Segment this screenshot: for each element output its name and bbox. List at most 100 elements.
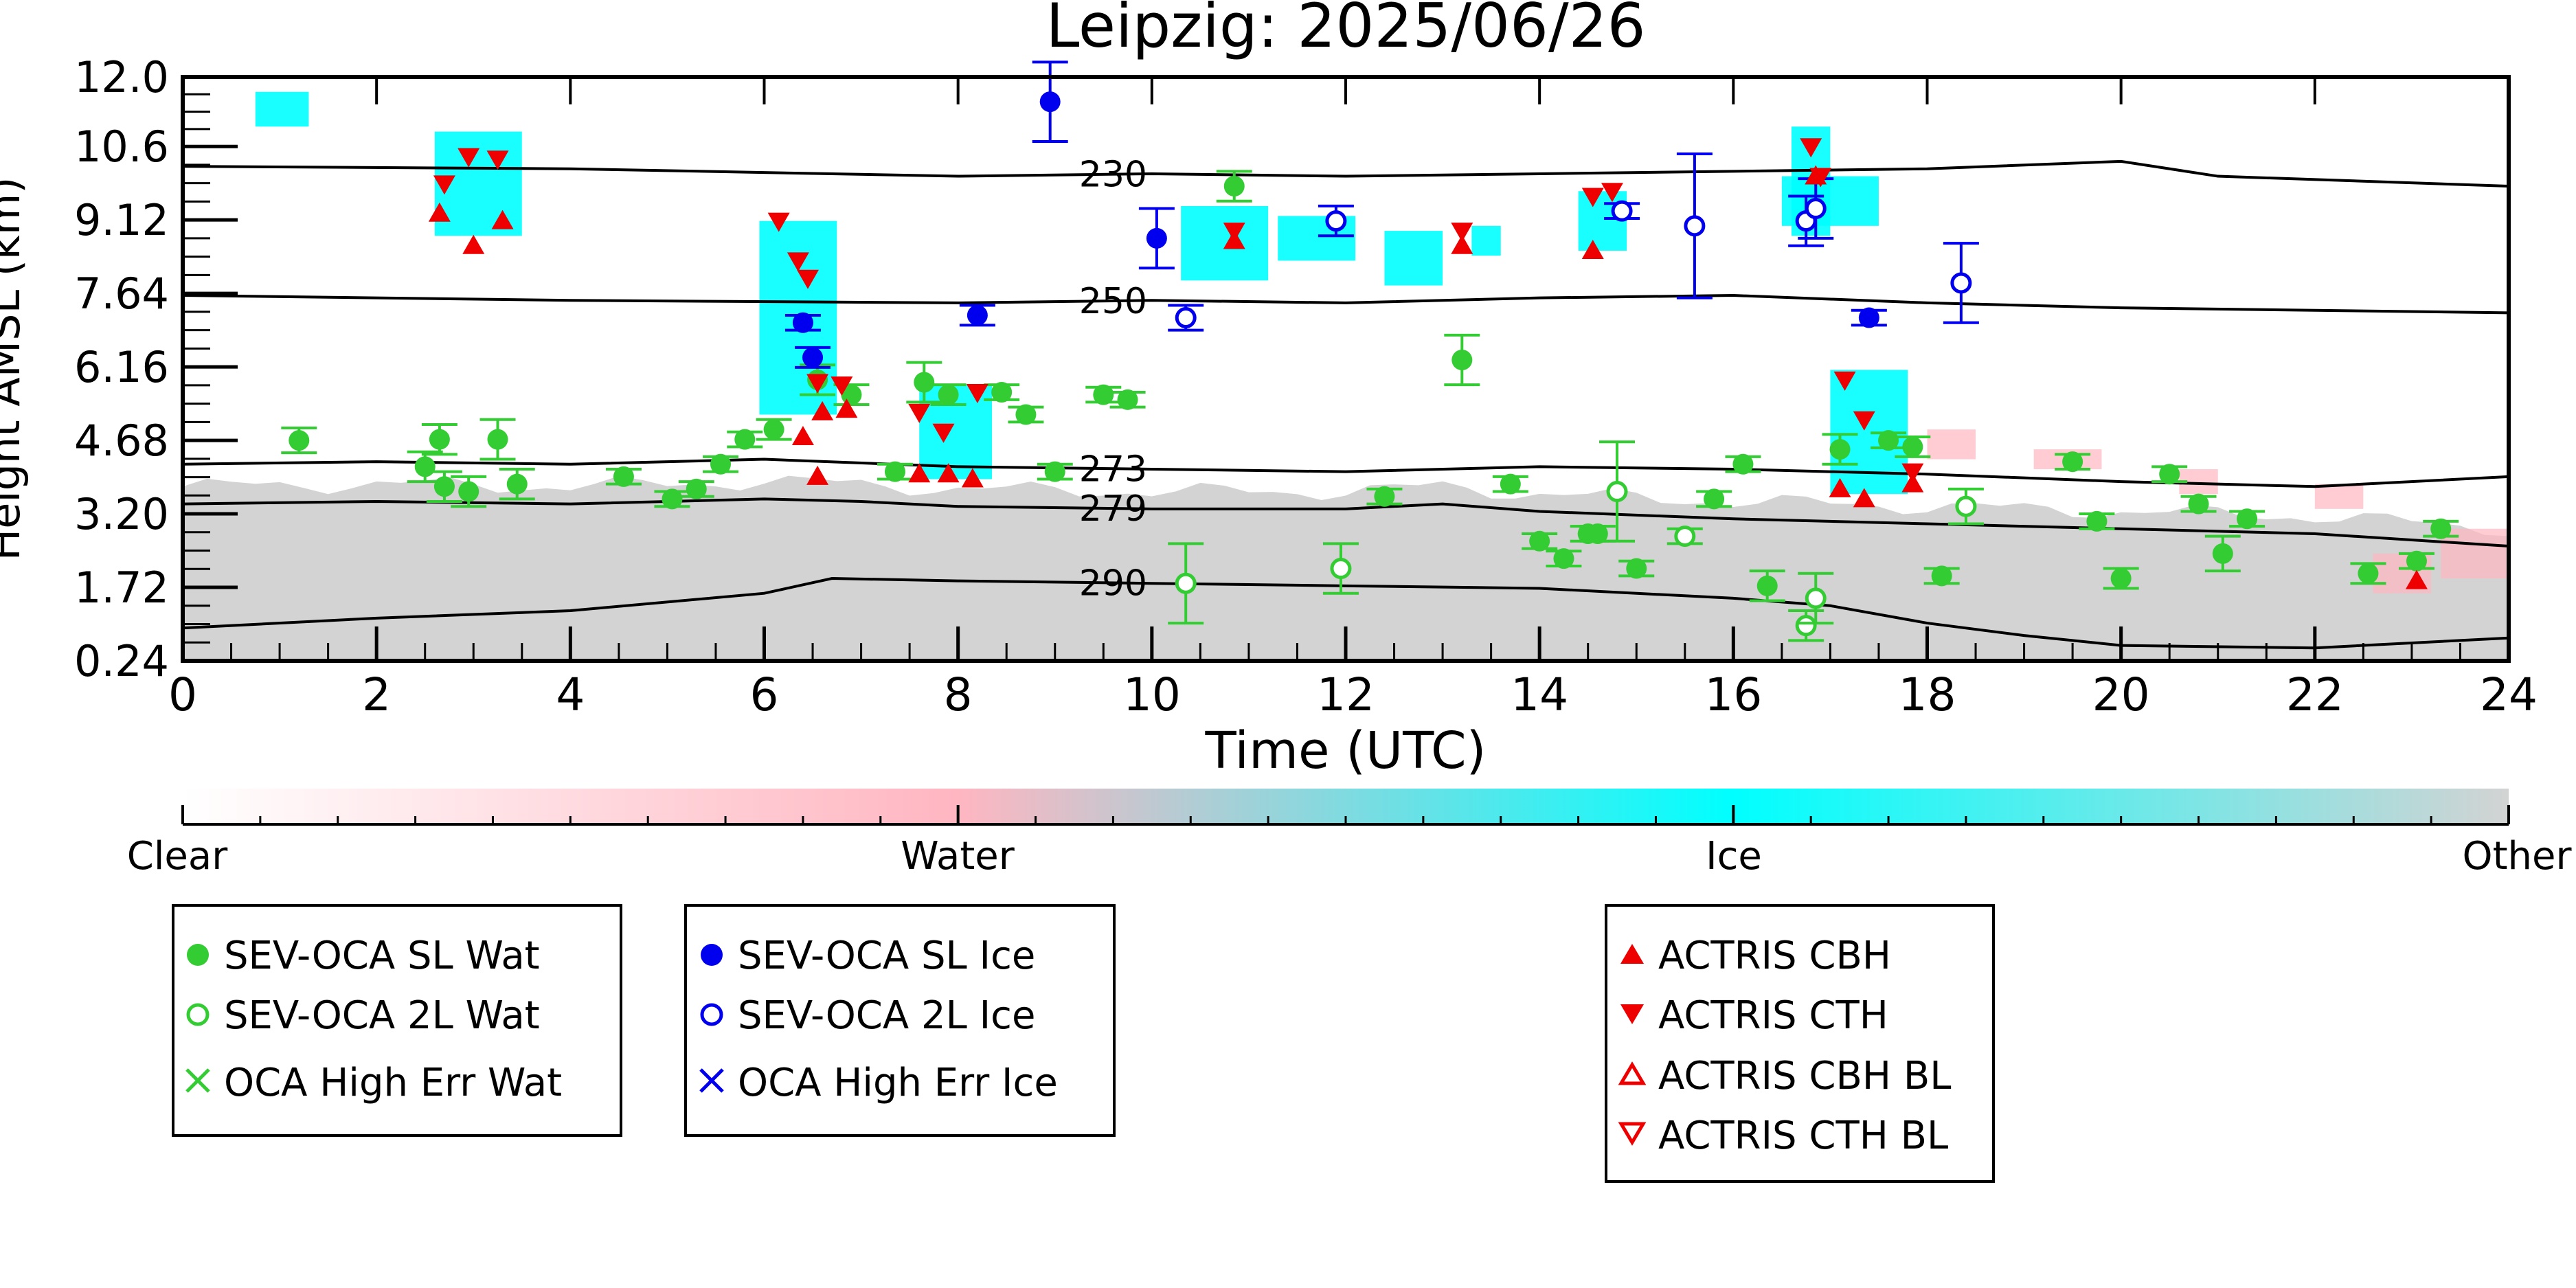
x-tick-label: 16 <box>1704 668 1762 721</box>
x-tick-label: 0 <box>168 668 197 721</box>
marker-point <box>686 478 707 499</box>
legend-label-2l-wat: SEV-OCA 2L Wat <box>224 993 540 1038</box>
marker-point <box>1117 389 1138 410</box>
marker-point <box>2358 563 2379 584</box>
legend-marker-2l-wat <box>186 1003 210 1026</box>
marker-point <box>1684 215 1706 237</box>
legend-label-sl-wat: SEV-OCA SL Wat <box>224 934 540 978</box>
legend-label-cth: ACTRIS CTH <box>1658 993 1888 1038</box>
marker-point <box>932 423 955 443</box>
marker-point <box>1902 436 1923 457</box>
colorbar-label-clear: Clear <box>127 834 228 879</box>
legend-marker-2l-ice <box>700 1003 723 1026</box>
marker-point <box>1809 168 1832 188</box>
legend-label-cbh-bl: ACTRIS CBH BL <box>1658 1054 1951 1098</box>
x-tick-label: 4 <box>556 668 585 721</box>
marker-point <box>1374 486 1395 507</box>
x-tick-label: 22 <box>2286 668 2344 721</box>
x-tick-label: 8 <box>944 668 973 721</box>
colorbar-ticks <box>181 805 2510 826</box>
marker-point <box>1626 558 1647 579</box>
marker-point <box>1931 565 1952 587</box>
marker-point <box>961 468 984 488</box>
marker-point <box>1829 439 1851 460</box>
isotherm-label-230: 230 <box>1079 155 1147 196</box>
marker-point <box>2430 518 2452 539</box>
marker-point <box>1853 488 1875 508</box>
marker-point <box>1175 307 1197 329</box>
isotherm-230 <box>183 159 2509 188</box>
marker-point <box>2237 508 2258 530</box>
legend-label-2l-ice: SEV-OCA 2L Ice <box>738 993 1035 1038</box>
region-ice <box>1384 231 1443 286</box>
y-tick-label: 3.20 <box>74 489 169 539</box>
region-ice <box>1471 225 1501 256</box>
x-axis-label: Time (UTC) <box>1204 721 1486 780</box>
marker-point <box>710 453 732 475</box>
marker-point <box>831 376 853 396</box>
isotherm-label-290: 290 <box>1079 563 1147 605</box>
marker-point <box>486 150 509 170</box>
marker-point <box>1805 198 1827 220</box>
marker-point <box>1223 223 1245 242</box>
y-tick-label: 1.72 <box>74 563 169 613</box>
marker-point <box>487 429 508 450</box>
x-tick-label: 12 <box>1317 668 1375 721</box>
y-axis-label: Height AMSL (km) <box>0 177 30 561</box>
marker-point <box>662 488 683 510</box>
marker-point <box>1901 463 1924 483</box>
marker-point <box>1451 349 1473 370</box>
colorbar-label-ice: Ice <box>1706 834 1762 879</box>
marker-point <box>1325 210 1347 232</box>
x-tick-label: 6 <box>750 668 779 721</box>
legend-water: SEV-OCA SL Wat SEV-OCA 2L Wat OCA High E… <box>172 904 622 1137</box>
marker-point <box>1581 188 1604 207</box>
marker-point <box>806 374 829 394</box>
marker-point <box>1853 411 1875 431</box>
legend-marker-cth-bl <box>1618 1122 1647 1146</box>
marker-point <box>884 461 905 482</box>
marker-point <box>991 381 1013 403</box>
y-tick-label: 7.64 <box>74 269 169 319</box>
marker-point <box>433 476 455 497</box>
marker-point <box>1044 461 1065 482</box>
legend-label-cth-bl: ACTRIS CTH BL <box>1658 1114 1948 1158</box>
y-tick-label: 4.68 <box>74 416 169 466</box>
marker-point <box>428 202 451 222</box>
legend-marker-cbh <box>1620 944 1644 964</box>
marker-point <box>1039 91 1061 113</box>
marker-point <box>1674 526 1696 547</box>
marker-point <box>457 148 480 168</box>
marker-point <box>1581 239 1604 259</box>
marker-point <box>967 304 988 326</box>
marker-point <box>1451 234 1473 254</box>
marker-point <box>937 463 960 483</box>
marker-point <box>806 465 829 485</box>
marker-point <box>2406 550 2427 572</box>
marker-point <box>1858 307 1879 328</box>
legend-marker-higherr-wat <box>185 1068 210 1093</box>
marker-point <box>1223 176 1245 197</box>
legend-label-higherr-wat: OCA High Err Wat <box>224 1061 562 1105</box>
marker-point <box>506 473 528 495</box>
marker-point <box>938 384 959 405</box>
marker-point <box>966 383 988 403</box>
x-tick-label: 2 <box>362 668 391 721</box>
marker-point <box>1175 572 1197 594</box>
marker-point <box>835 398 858 418</box>
marker-point <box>2159 464 2180 485</box>
marker-point <box>1611 200 1633 222</box>
legend-ice: SEV-OCA SL Ice SEV-OCA 2L Ice OCA High E… <box>684 904 1116 1137</box>
marker-point <box>1756 575 1778 596</box>
marker-point <box>914 372 935 393</box>
region-ice <box>255 91 309 127</box>
marker-point <box>2062 451 2083 473</box>
isotherm-250 <box>183 294 2509 315</box>
marker-point <box>458 481 479 502</box>
marker-point <box>734 429 756 450</box>
isotherm-290 <box>183 577 2509 650</box>
marker-point <box>1704 488 1725 510</box>
x-tick-label: 10 <box>1123 668 1181 721</box>
marker-point <box>787 252 809 272</box>
marker-point <box>1950 272 1972 294</box>
